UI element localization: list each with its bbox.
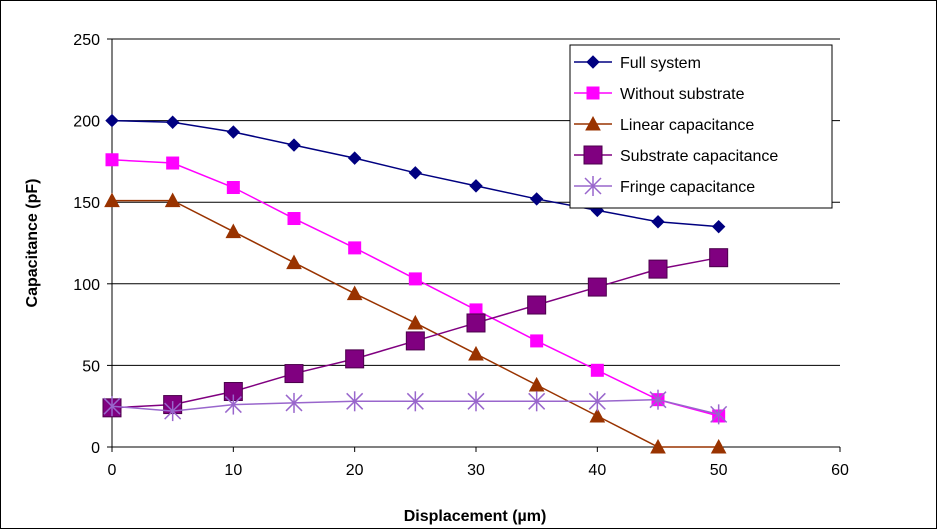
y-tick-label-100: 100 xyxy=(73,277,100,294)
data-point-1-0 xyxy=(106,154,118,166)
data-point-2-3 xyxy=(287,256,301,269)
y-tick-label-50: 50 xyxy=(82,358,100,375)
x-tick-label-50: 50 xyxy=(710,462,728,479)
legend-label-2: Linear capacitance xyxy=(620,117,754,134)
data-point-0-7 xyxy=(531,193,543,205)
data-point-0-5 xyxy=(409,167,421,179)
data-point-3-5 xyxy=(406,332,424,350)
data-point-2-6 xyxy=(469,347,483,360)
y-tick-label-250: 250 xyxy=(73,32,100,49)
data-point-3-7 xyxy=(528,296,546,314)
data-point-3-6 xyxy=(467,314,485,332)
data-point-2-5 xyxy=(408,316,422,329)
data-point-0-1 xyxy=(167,116,179,128)
legend-label-3: Substrate capacitance xyxy=(620,148,778,165)
legend-marker-3 xyxy=(584,146,602,164)
legend-label-1: Without substrate xyxy=(620,86,745,103)
data-point-3-8 xyxy=(588,278,606,296)
data-point-1-8 xyxy=(591,364,603,376)
series-4 xyxy=(104,390,727,425)
data-point-3-10 xyxy=(710,249,728,267)
data-point-0-6 xyxy=(470,180,482,192)
x-tick-label-60: 60 xyxy=(831,462,849,479)
legend-marker-1 xyxy=(587,87,599,99)
data-point-1-2 xyxy=(227,182,239,194)
data-point-2-4 xyxy=(348,287,362,300)
x-tick-label-30: 30 xyxy=(467,462,485,479)
data-point-0-9 xyxy=(652,216,664,228)
data-point-2-2 xyxy=(226,225,240,238)
data-point-0-2 xyxy=(227,126,239,138)
data-point-1-7 xyxy=(531,335,543,347)
y-tick-label-150: 150 xyxy=(73,195,100,212)
legend-label-4: Fringe capacitance xyxy=(620,179,755,196)
data-point-1-4 xyxy=(349,242,361,254)
data-point-1-1 xyxy=(167,157,179,169)
data-point-2-7 xyxy=(530,378,544,391)
y-tick-label-0: 0 xyxy=(91,440,100,457)
x-tick-label-10: 10 xyxy=(224,462,242,479)
data-point-3-9 xyxy=(649,260,667,278)
data-point-0-4 xyxy=(349,152,361,164)
y-tick-labels: 0 50 100 150 200 250 xyxy=(73,32,100,457)
y-tick-label-200: 200 xyxy=(73,114,100,131)
x-tick-labels: 0 10 20 30 40 50 60 xyxy=(108,462,849,479)
x-tick-label-0: 0 xyxy=(108,462,117,479)
data-point-3-4 xyxy=(346,350,364,368)
x-axis-title: Displacement (µm) xyxy=(404,508,547,525)
data-point-3-3 xyxy=(285,365,303,383)
series-2 xyxy=(105,194,726,453)
data-point-1-3 xyxy=(288,213,300,225)
data-point-0-0 xyxy=(106,115,118,127)
x-tick-label-20: 20 xyxy=(346,462,364,479)
y-axis-title: Capacitance (pF) xyxy=(24,179,41,308)
data-point-0-10 xyxy=(713,221,725,233)
data-point-0-3 xyxy=(288,139,300,151)
legend: Full system Without substrate Linear capac… xyxy=(570,45,832,208)
data-point-1-5 xyxy=(409,273,421,285)
x-tick-label-40: 40 xyxy=(588,462,606,479)
legend-label-0: Full system xyxy=(620,55,701,72)
